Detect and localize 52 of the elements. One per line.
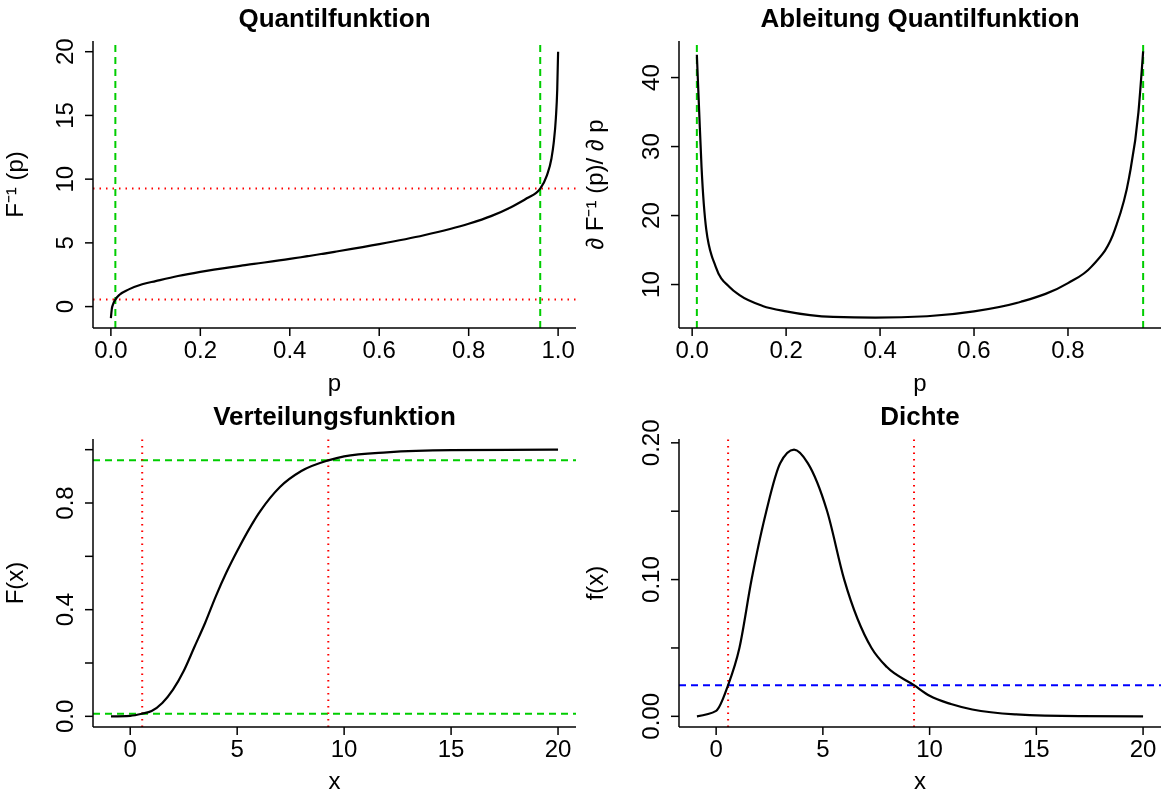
- y-tick-label: 0.0: [51, 699, 78, 734]
- line-series: [109, 448, 560, 718]
- chart-title: Ableitung Quantilfunktion: [759, 3, 1081, 33]
- x-tick-label: 5: [816, 735, 830, 762]
- x-tick-label: 0.6: [362, 336, 396, 363]
- y-tick-label: 30: [637, 133, 664, 160]
- x-tick-label: 0.4: [273, 336, 307, 363]
- y-tick-label: 0: [51, 299, 78, 314]
- x-tick-label: 1.0: [541, 336, 575, 363]
- y-tick-label: 0.00: [637, 692, 664, 740]
- x-tick-label: 15: [1022, 735, 1050, 762]
- x-axis-title: x: [328, 767, 341, 794]
- y-tick-label: 0.10: [637, 556, 664, 603]
- line-series: [695, 448, 1145, 718]
- x-tick-label: 0.4: [863, 336, 897, 363]
- y-tick-label: 40: [637, 64, 664, 91]
- y-tick-label: 0.4: [51, 592, 78, 627]
- chart-title: Dichte: [879, 401, 961, 431]
- x-axis-title: p: [327, 369, 342, 396]
- y-axis-title: F(x): [0, 561, 28, 605]
- chart-title: Quantilfunktion: [237, 3, 432, 33]
- x-tick-label: 0: [123, 735, 137, 762]
- x-tick-label: 0.2: [183, 336, 218, 363]
- y-axis-title: ∂ F⁻¹ (p)/ ∂ p: [580, 119, 608, 250]
- y-tick-label: 20: [637, 202, 664, 229]
- y-tick-label: 0.20: [637, 419, 664, 467]
- x-axis-title: p: [913, 369, 927, 396]
- y-tick-label: 0.8: [51, 486, 78, 520]
- x-tick-label: 0.8: [1051, 336, 1085, 363]
- x-tick-label: 20: [1129, 735, 1157, 762]
- x-tick-label: 10: [916, 735, 943, 762]
- x-axis-title: x: [914, 767, 926, 794]
- x-tick-label: 5: [230, 735, 244, 762]
- x-tick-label: 0.0: [675, 336, 709, 363]
- line-series: [109, 50, 560, 320]
- chart-title: Verteilungsfunktion: [212, 401, 457, 431]
- x-tick-label: 0.6: [957, 336, 991, 363]
- y-tick-label: 15: [51, 102, 78, 129]
- y-axis-title: f(x): [580, 565, 608, 601]
- x-tick-label: 0: [709, 735, 723, 762]
- y-tick-label: 10: [51, 165, 78, 193]
- line-series: [695, 50, 1145, 319]
- x-tick-label: 0.0: [94, 336, 128, 363]
- x-tick-label: 0.8: [451, 336, 486, 363]
- y-axis-title: F⁻¹ (p): [0, 151, 28, 218]
- y-tick-label: 20: [51, 38, 78, 66]
- x-tick-label: 20: [544, 735, 572, 762]
- x-tick-label: 10: [330, 735, 358, 762]
- y-tick-label: 10: [637, 271, 664, 298]
- x-tick-label: 15: [437, 735, 465, 762]
- y-tick-label: 5: [51, 236, 78, 250]
- x-tick-label: 0.2: [769, 336, 803, 363]
